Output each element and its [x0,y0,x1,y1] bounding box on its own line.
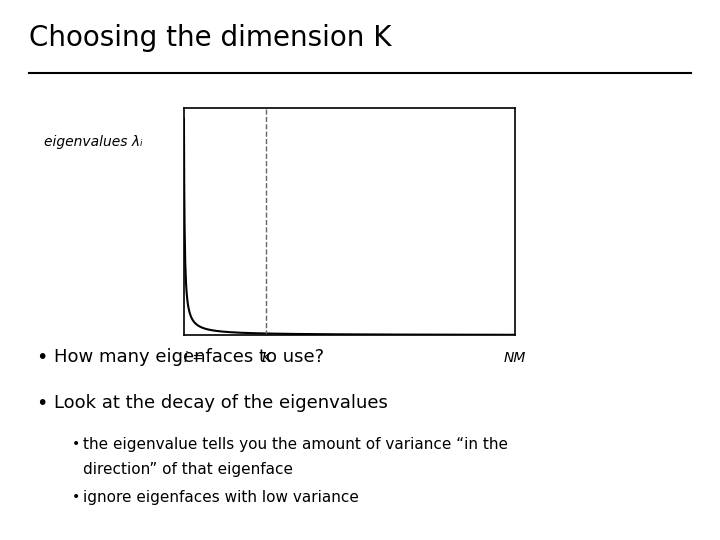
Text: direction” of that eigenface: direction” of that eigenface [83,462,293,477]
Text: Choosing the dimension K: Choosing the dimension K [29,24,391,52]
Text: •: • [36,394,48,413]
Text: eigenvalues λᵢ: eigenvalues λᵢ [45,135,143,149]
Text: •: • [36,348,48,367]
Text: ignore eigenfaces with low variance: ignore eigenfaces with low variance [83,490,359,505]
Text: How many eigenfaces to use?: How many eigenfaces to use? [54,348,324,366]
Text: the eigenvalue tells you the amount of variance “in the: the eigenvalue tells you the amount of v… [83,437,508,453]
Text: NM: NM [503,350,526,365]
Text: K: K [262,350,271,365]
Text: Look at the decay of the eigenvalues: Look at the decay of the eigenvalues [54,394,388,412]
Text: •: • [72,437,80,451]
Text: •: • [72,490,80,504]
Text: i =: i = [184,350,204,365]
